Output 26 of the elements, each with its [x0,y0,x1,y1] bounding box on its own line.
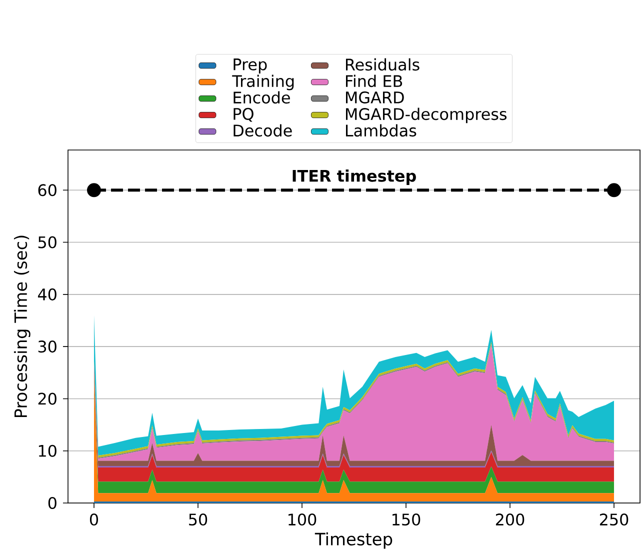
legend-label: PQ [234,108,254,122]
x-tick-label: 150 [392,514,420,526]
x-tick-label: 200 [496,514,524,526]
x-axis-title: Timestep [314,532,392,549]
legend-label: Training [232,74,294,90]
y-tick-label: 60 [38,184,56,196]
legend-label: Residuals [346,58,420,71]
legend-label: Prep [234,58,267,74]
x-tick-label: 0 [90,514,98,526]
y-tick-label: 10 [38,444,56,457]
x-tick-label: 250 [600,514,628,526]
x-tick-label: 100 [288,514,316,526]
legend-label: Lambdas [346,124,416,137]
y-axis-title: Processing Time (sec) [14,236,30,418]
legend-label: Decode [234,124,292,137]
y-tick-label: 50 [38,236,56,248]
legend-label: MGARD [346,91,404,104]
y-tick-label: 0 [48,496,56,510]
series-label: ITER timestep [292,170,416,185]
y-tick-label: 30 [38,340,56,353]
legend-label: MGARD-decompress [346,108,507,124]
x-tick-label: 50 [189,514,208,526]
legend-label: Encode [234,91,290,104]
y-tick-label: 40 [38,288,56,300]
legend-label: Find EB [346,74,402,88]
y-tick-label: 20 [38,392,56,405]
